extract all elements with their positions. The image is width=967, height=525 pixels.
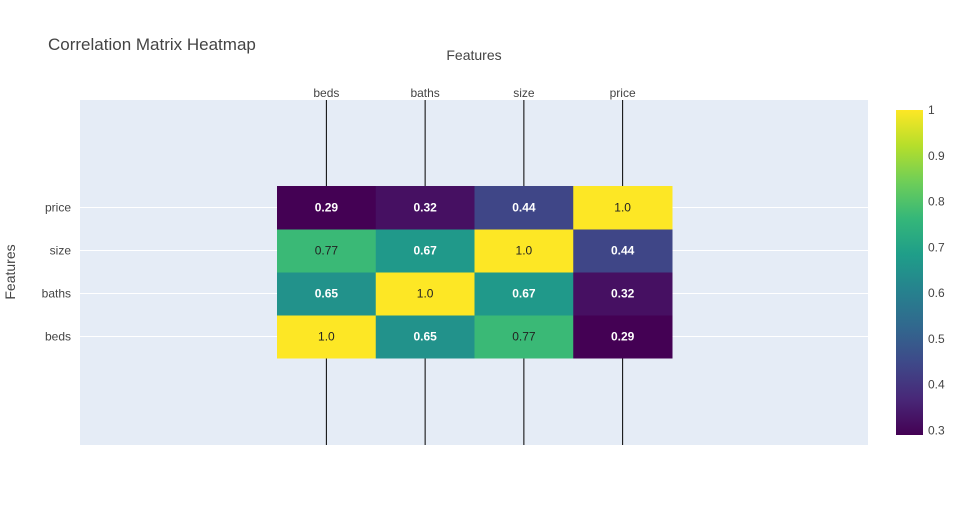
colorbar-tick-label: 0.6 <box>928 286 945 300</box>
heatmap-cell <box>375 186 475 230</box>
colorbar-tick-label: 0.3 <box>928 423 945 437</box>
heatmap-cell-label: 0.32 <box>413 201 437 215</box>
heatmap-cell-labels: 1.0 0.65 0.77 0.29 0.65 1.0 0.67 0.32 0.77 0.67 1.… <box>315 201 635 344</box>
y-tick-label: baths <box>42 287 71 301</box>
heatmap-cells <box>277 186 673 359</box>
heatmap-cell <box>277 272 377 316</box>
heatmap-cell-label: 0.29 <box>315 201 339 215</box>
heatmap-cell-label: 0.77 <box>512 330 536 344</box>
y-tick-label: beds <box>45 330 71 344</box>
colorbar-tick-label: 0.7 <box>928 240 945 254</box>
heatmap-cell <box>277 229 377 273</box>
x-tick-label: size <box>513 86 535 100</box>
heatmap-cell-label: 0.67 <box>413 244 437 258</box>
x-axis-title: Features <box>446 47 501 63</box>
heatmap-cell <box>573 272 673 316</box>
heatmap-cell-label: 0.65 <box>315 287 339 301</box>
colorbar-tick-label: 0.5 <box>928 332 945 346</box>
heatmap-cell <box>573 229 673 273</box>
x-tick-labels: beds baths size price <box>313 86 636 100</box>
heatmap-cell <box>375 272 475 316</box>
colorbar-tick-label: 0.9 <box>928 149 945 163</box>
heatmap-cell-label: 0.77 <box>315 244 339 258</box>
x-tick-label: price <box>610 86 636 100</box>
chart-title: Correlation Matrix Heatmap <box>48 35 256 54</box>
heatmap-cell-label: 0.44 <box>611 244 635 258</box>
heatmap-cell-label: 1.0 <box>516 244 533 258</box>
heatmap-cell <box>474 315 574 359</box>
heatmap-cell <box>277 315 377 359</box>
heatmap-cell <box>474 272 574 316</box>
y-tick-label: price <box>45 201 71 215</box>
heatmap-cell <box>375 315 475 359</box>
x-tick-label: beds <box>313 86 339 100</box>
heatmap-cell-label: 0.44 <box>512 201 536 215</box>
y-tick-labels: beds baths size price <box>42 201 72 344</box>
heatmap-cell-label: 0.29 <box>611 330 635 344</box>
heatmap-cell <box>474 186 574 230</box>
colorbar-tick-label: 0.8 <box>928 195 945 209</box>
heatmap-cell <box>573 315 673 359</box>
heatmap-cell-label: 1.0 <box>318 330 335 344</box>
heatmap-cell <box>375 229 475 273</box>
heatmap-cell-label: 1.0 <box>614 201 631 215</box>
heatmap-cell-label: 0.67 <box>512 287 536 301</box>
heatmap-cell-label: 0.32 <box>611 287 635 301</box>
heatmap-cell <box>277 186 377 230</box>
colorbar-tick-label: 1 <box>928 103 935 117</box>
y-tick-label: size <box>50 244 72 258</box>
y-axis-title: Features <box>2 244 18 299</box>
x-tick-label: baths <box>410 86 439 100</box>
colorbar-tick-label: 0.4 <box>928 378 945 392</box>
heatmap-cell <box>474 229 574 273</box>
colorbar-tick-labels: 0.3 0.4 0.5 0.6 0.7 0.8 0.9 1 <box>928 103 945 437</box>
heatmap-cell-label: 0.65 <box>413 330 437 344</box>
heatmap-cell-label: 1.0 <box>417 287 434 301</box>
colorbar <box>896 110 923 435</box>
heatmap-cell <box>573 186 673 230</box>
